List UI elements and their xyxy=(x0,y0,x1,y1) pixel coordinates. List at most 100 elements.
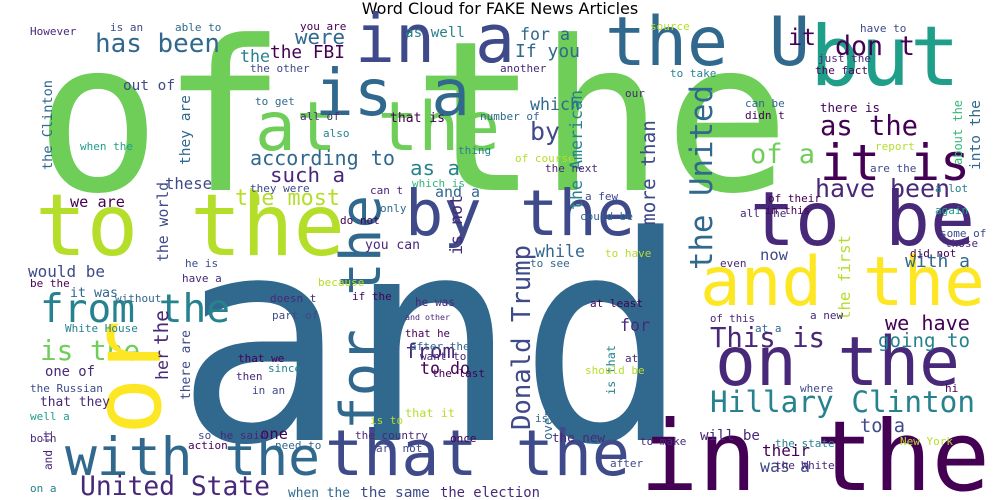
word: now xyxy=(760,246,789,264)
word: of the xyxy=(35,0,790,240)
word: both xyxy=(30,432,57,445)
word: after xyxy=(610,457,643,470)
word: the xyxy=(240,47,270,66)
word: is a xyxy=(315,56,470,131)
word: This is xyxy=(710,323,825,354)
word: thing xyxy=(458,144,491,157)
word: that he xyxy=(405,327,450,340)
word: United State xyxy=(80,472,270,500)
word: because xyxy=(318,276,364,289)
word: has been xyxy=(95,29,220,59)
word: also xyxy=(323,127,350,140)
word: at xyxy=(625,352,638,365)
word: they are xyxy=(178,95,194,165)
word: could be xyxy=(580,210,633,223)
word: have a xyxy=(182,272,222,285)
chart-title: Word Cloud for FAKE News Articles xyxy=(362,0,638,18)
word: the same xyxy=(360,485,430,500)
word: should be xyxy=(585,364,645,377)
word: or xyxy=(71,320,183,435)
word: If you xyxy=(515,41,580,62)
word: want to xyxy=(420,350,466,363)
word: in a xyxy=(355,0,515,78)
word: you are xyxy=(300,20,346,33)
word: about the xyxy=(951,100,965,165)
word: with a xyxy=(905,251,970,272)
word: well a xyxy=(30,410,70,423)
word: the xyxy=(150,310,173,345)
word: Hillary Clinton xyxy=(710,385,975,419)
word: Donald Trump xyxy=(507,245,537,430)
word: the election xyxy=(440,485,540,500)
word: but xyxy=(810,8,960,105)
word: can be xyxy=(745,97,785,110)
word: by xyxy=(530,117,560,146)
word: didn t xyxy=(745,109,785,122)
word: did not xyxy=(910,247,956,260)
word: all of xyxy=(300,110,340,123)
word: to the xyxy=(35,176,345,276)
word: their xyxy=(762,441,810,460)
word: for xyxy=(620,316,650,335)
word: a lot xyxy=(935,182,968,195)
word: that the xyxy=(325,416,630,490)
word: was a xyxy=(760,457,810,476)
word: is that xyxy=(604,345,618,395)
word: able to xyxy=(175,21,221,34)
word: even xyxy=(720,257,747,270)
word: another xyxy=(500,62,547,75)
word: the other xyxy=(250,62,310,75)
word: of a xyxy=(750,139,815,170)
word: one of xyxy=(45,364,95,380)
word: if the xyxy=(352,290,392,303)
word: you can xyxy=(365,238,420,253)
word: that we xyxy=(238,352,284,365)
word: so xyxy=(198,429,211,442)
word: in the xyxy=(640,400,990,500)
word: the country xyxy=(355,429,428,442)
word: while xyxy=(535,242,585,261)
word: do not xyxy=(340,214,380,227)
word: have to xyxy=(860,22,906,35)
word: for a xyxy=(520,25,570,44)
word: that it xyxy=(405,406,455,420)
word: since xyxy=(268,362,301,375)
word: of their xyxy=(768,192,821,205)
word: some of xyxy=(940,227,986,240)
word: those xyxy=(945,237,978,250)
word: is not xyxy=(447,195,466,255)
word: as the xyxy=(820,111,918,142)
word: would be xyxy=(28,262,105,281)
word: at the xyxy=(255,87,500,166)
word: is an xyxy=(110,21,143,34)
word: just the xyxy=(818,52,871,65)
word: is to xyxy=(370,414,403,427)
word: when the xyxy=(288,486,350,500)
word: to take xyxy=(670,67,716,80)
word: the state xyxy=(775,437,835,450)
word: when the xyxy=(80,140,133,153)
word: the Clinton xyxy=(40,80,56,170)
word: is no xyxy=(535,412,568,425)
word: to do xyxy=(420,359,470,378)
word: However xyxy=(30,25,77,38)
word: once xyxy=(450,432,477,445)
word: that is xyxy=(390,111,445,126)
word: are the xyxy=(870,162,916,175)
word: to make xyxy=(640,435,686,448)
word: the U xyxy=(605,3,810,82)
word: the first xyxy=(835,235,854,320)
word: the White xyxy=(775,459,835,472)
word: such a xyxy=(270,163,345,187)
word: for the xyxy=(329,195,394,430)
word: again xyxy=(935,204,968,217)
word: one xyxy=(260,425,288,443)
word: to a xyxy=(860,416,905,437)
word: a few xyxy=(585,190,618,203)
word: action xyxy=(188,439,228,452)
word: to see xyxy=(530,257,570,270)
word: he is xyxy=(185,257,218,270)
word: source xyxy=(650,20,690,33)
word: will be xyxy=(700,428,760,444)
